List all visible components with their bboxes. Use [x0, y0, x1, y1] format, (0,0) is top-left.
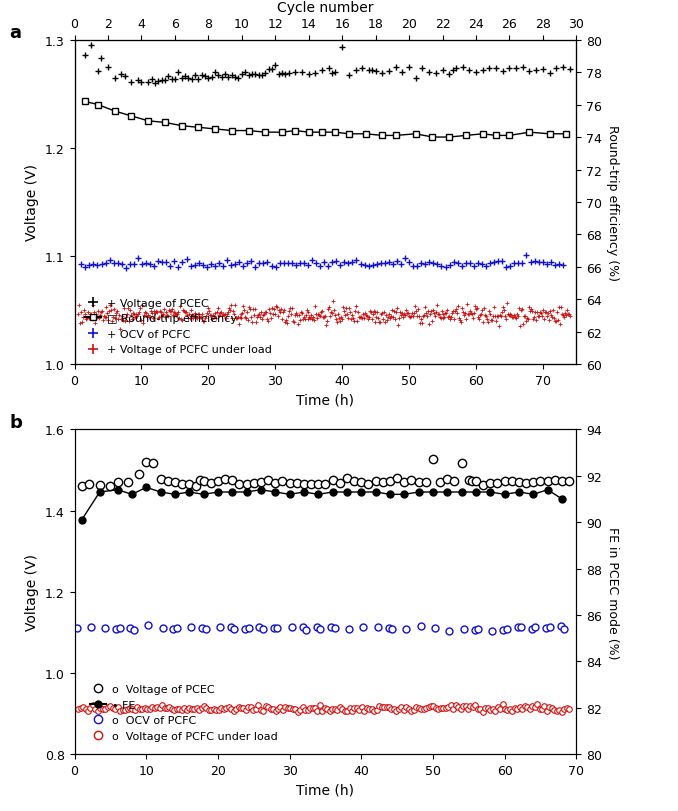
Y-axis label: Round-trip efficiency (%): Round-trip efficiency (%) — [605, 125, 619, 281]
Y-axis label: FE in PCEC mode (%): FE in PCEC mode (%) — [605, 526, 619, 659]
Y-axis label: Voltage (V): Voltage (V) — [26, 165, 39, 241]
Legend: + Voltage of PCEC, □ Round-trip efficiency, + OCV of PCFC, + Voltage of PCFC und: + Voltage of PCEC, □ Round-trip efficien… — [80, 294, 276, 359]
X-axis label: Cycle number: Cycle number — [277, 2, 374, 15]
Y-axis label: Voltage (V): Voltage (V) — [25, 554, 39, 630]
X-axis label: Time (h): Time (h) — [296, 393, 355, 407]
X-axis label: Time (h): Time (h) — [296, 783, 355, 796]
Text: b: b — [9, 414, 22, 431]
Text: a: a — [9, 24, 21, 42]
Legend: o  Voltage of PCEC, • FE, o  OCV of PCFC, o  Voltage of PCFC under load: o Voltage of PCEC, • FE, o OCV of PCFC, … — [85, 680, 282, 745]
